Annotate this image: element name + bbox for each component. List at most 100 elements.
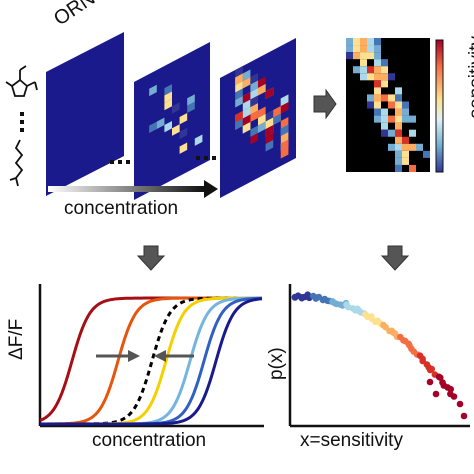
sensitivity-cell: [360, 45, 367, 53]
sensitivity-cell: [367, 66, 374, 74]
response-cell: [164, 91, 172, 103]
sensitivity-cell: [388, 143, 395, 151]
sensitivity-cell: [409, 129, 416, 137]
sensitivity-cell: [381, 59, 388, 67]
response-cell: [172, 102, 180, 114]
sensitivity-cell: [367, 45, 374, 53]
response-cell: [250, 73, 258, 85]
sensitivity-cell: [360, 66, 367, 74]
sensitivity-cell: [367, 52, 374, 60]
concentration-axis-label: concentration: [92, 430, 207, 451]
ellipsis-dots: [20, 112, 24, 132]
sensitivity-cell: [381, 66, 388, 74]
sensitivity-cell: [374, 52, 381, 60]
orn-panel-mid: [134, 42, 210, 200]
response-cell: [273, 106, 281, 118]
sensitivity-cell: [374, 80, 381, 88]
response-cell: [187, 94, 195, 106]
response-cell: [258, 106, 266, 118]
sensitivity-cell: [374, 66, 381, 74]
response-cell: [164, 121, 172, 133]
response-cell: [179, 127, 188, 140]
sensitivity-cell: [367, 94, 374, 102]
response-cell: [242, 77, 251, 89]
response-cell: [273, 113, 281, 125]
right-arrow-icon: [313, 88, 337, 120]
response-cell: [280, 94, 289, 106]
sensitivity-cell: [381, 129, 388, 137]
response-cell: [250, 80, 258, 92]
sensitivity-point: [432, 390, 440, 398]
sensitivity-cell: [360, 73, 367, 81]
response-cell: [280, 132, 289, 144]
sensitivity-cell: [381, 108, 388, 116]
response-cell: [258, 76, 266, 88]
sensitivity-cell: [409, 143, 416, 151]
response-cell: [179, 142, 188, 154]
response-cell: [164, 84, 172, 96]
response-cell: [258, 84, 266, 96]
response-cell: [242, 107, 251, 119]
sensitivity-cell: [395, 94, 402, 102]
sensitivity-cell: [346, 52, 353, 60]
sensitivity-point: [428, 365, 436, 373]
sensitivity-cell: [367, 73, 374, 81]
sensitivity-cell: [395, 122, 402, 130]
response-cell: [242, 122, 251, 134]
response-cell: [265, 140, 274, 152]
response-cell: [156, 117, 165, 129]
x-sensitivity-axis-label: x=sensitivity: [300, 430, 403, 451]
sensitivity-cell: [402, 101, 409, 109]
sensitivity-cell: [388, 129, 395, 137]
response-cell: [235, 73, 243, 85]
sensitivity-cell: [423, 150, 430, 158]
dose-response-plot: [38, 284, 264, 428]
response-cell: [280, 124, 289, 136]
sensitivity-cell: [395, 101, 402, 109]
sensitivity-cell: [367, 101, 374, 109]
sensitivity-cell: [395, 143, 402, 151]
sensitivity-cell: [395, 150, 402, 158]
concentration-label-top: concentration: [64, 198, 179, 219]
down-arrow-icon: [136, 245, 166, 271]
shift-arrow-left: [96, 350, 140, 362]
sensitivity-cell: [374, 101, 381, 109]
sensitivity-cell: [395, 108, 402, 116]
response-cell: [149, 121, 157, 133]
response-cell: [194, 134, 203, 146]
response-cell: [250, 133, 258, 145]
response-cell: [258, 114, 266, 126]
sensitivity-cell: [374, 115, 381, 123]
sensitivity-cell: [346, 45, 353, 53]
sensitivity-point: [426, 378, 434, 386]
response-cell: [187, 101, 195, 113]
sensitivity-cell: [346, 38, 353, 46]
sensitivity-cell: [409, 164, 416, 172]
response-cell: [235, 66, 243, 78]
response-cell: [250, 125, 258, 137]
response-cell: [280, 147, 289, 159]
sensitivity-cell: [402, 143, 409, 151]
sensitivity-cell: [402, 136, 409, 144]
orn-panel-low: [46, 32, 124, 196]
sensitivity-cell: [360, 52, 367, 60]
response-cell: [250, 103, 258, 115]
sensitivity-point: [450, 393, 458, 400]
response-cell: [179, 113, 188, 125]
sensitivity-cell: [367, 38, 374, 46]
dose-response-curve: [40, 297, 263, 426]
sensitivity-cell: [381, 94, 388, 102]
concentration-arrow: [48, 180, 218, 198]
sensitivity-distribution-plot: [288, 284, 470, 428]
odorant-molecule-ring-icon: [5, 65, 38, 97]
sensitivity-cell: [402, 150, 409, 158]
sensitivity-cell: [381, 115, 388, 123]
sensitivity-point: [436, 374, 444, 381]
sensitivity-cell: [409, 115, 416, 123]
sensitivity-label: sensitivity: [466, 36, 474, 119]
response-cell: [280, 117, 289, 129]
orn-panel-high: [220, 38, 296, 198]
sensitivity-point: [460, 412, 468, 420]
sensitivity-cell: [388, 73, 395, 81]
